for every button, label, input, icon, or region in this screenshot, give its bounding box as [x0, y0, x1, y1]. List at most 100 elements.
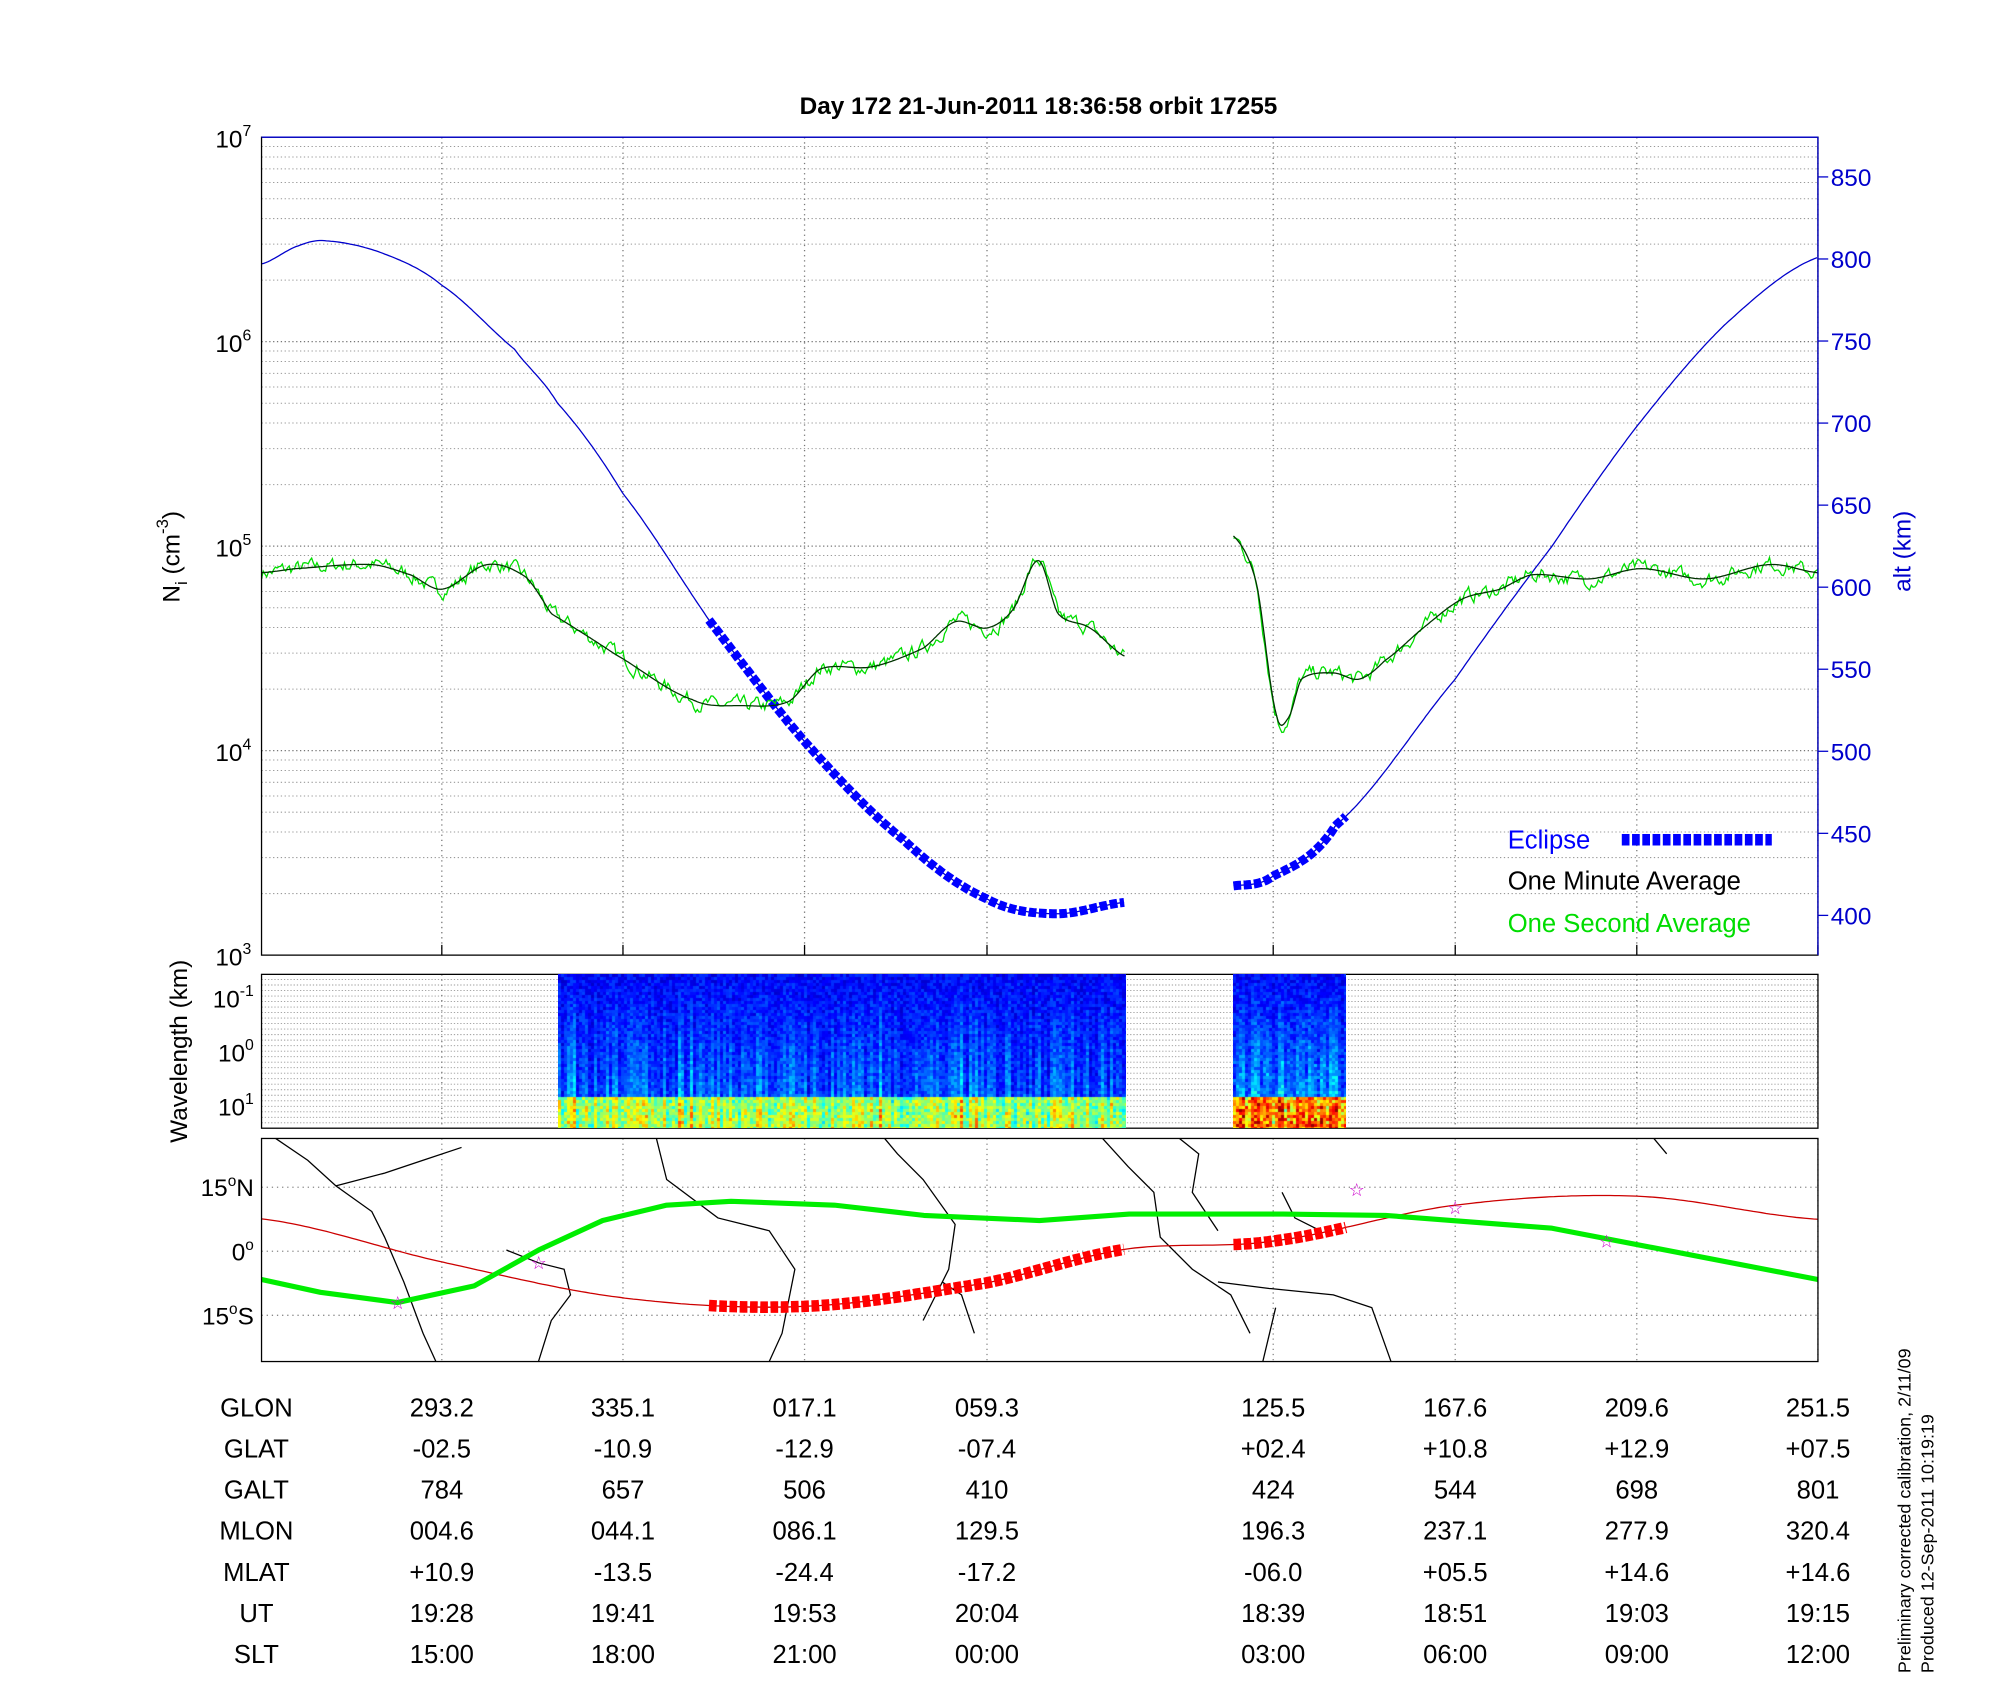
table-cell: 335.1 — [591, 1395, 655, 1423]
alt-tick-label: 500 — [1831, 739, 1872, 766]
one-minute-average-line — [1232, 535, 1818, 727]
table-cell: +02.4 — [1241, 1436, 1306, 1464]
table-cell: -07.4 — [958, 1436, 1016, 1464]
table-cell: 125.5 — [1241, 1395, 1305, 1423]
star-marker-icon: ☆ — [390, 1293, 406, 1313]
map-area — [261, 1138, 1818, 1362]
table-cell: 059.3 — [955, 1395, 1019, 1423]
table-cell: 251.5 — [1786, 1395, 1850, 1423]
coastline — [1281, 1192, 1321, 1232]
table-cell: 424 — [1252, 1477, 1295, 1505]
dip-equator-line — [260, 1198, 1819, 1306]
coastline — [1217, 1281, 1392, 1362]
table-cell: 21:00 — [772, 1641, 836, 1669]
coastline — [1102, 1138, 1251, 1334]
table-row-label: MLON — [219, 1518, 293, 1546]
table-cell: 209.6 — [1605, 1395, 1669, 1423]
table-cell: 237.1 — [1423, 1518, 1487, 1546]
table-cell: 18:39 — [1241, 1600, 1305, 1628]
spectrogram-tick-label: 100 — [218, 1037, 254, 1068]
table-cell: 03:00 — [1241, 1641, 1305, 1669]
table-cell: 004.6 — [410, 1518, 474, 1546]
table-cell: +07.5 — [1786, 1436, 1851, 1464]
table-cell: +10.9 — [409, 1559, 474, 1587]
alt-tick-label: 700 — [1831, 411, 1872, 438]
alt-tick-label: 450 — [1831, 821, 1872, 848]
one-minute-average-line — [261, 559, 1125, 707]
table-cell: 09:00 — [1605, 1641, 1669, 1669]
table-cell: +05.5 — [1423, 1559, 1488, 1587]
table-cell: 00:00 — [955, 1641, 1019, 1669]
y-axis-label: Ni (cm-3) — [153, 511, 191, 603]
coastline — [655, 1138, 796, 1362]
table-row-label: UT — [239, 1600, 274, 1628]
table-cell: 19:28 — [410, 1600, 474, 1628]
table-cell: 129.5 — [955, 1518, 1019, 1546]
table-cell: 506 — [783, 1477, 826, 1505]
table-cell: -17.2 — [958, 1559, 1016, 1587]
coastline — [506, 1249, 572, 1362]
table-cell: 15:00 — [410, 1641, 474, 1669]
coastline — [884, 1138, 956, 1321]
altitude-line — [261, 239, 1125, 915]
star-marker-icon: ☆ — [1447, 1198, 1463, 1218]
side-note-calibration: Preliminary corrected calibration, 2/11/… — [1894, 1348, 1914, 1673]
table-cell: 086.1 — [772, 1518, 836, 1546]
alt-tick-label: 400 — [1831, 903, 1872, 930]
table-cell: -24.4 — [775, 1559, 833, 1587]
alt-tick-label: 750 — [1831, 329, 1872, 356]
density-altitude-panel: 103 104 105 106 107 400 450 500 550 600 650 700 750 8… — [153, 123, 1916, 971]
map-panel: 15oN 0o 15oS ☆ ☆ ☆ ☆ ☆ — [201, 1137, 1819, 1363]
table-cell: 017.1 — [772, 1395, 836, 1423]
table-cell: 544 — [1434, 1477, 1477, 1505]
wavelength-axis-label: Wavelength (km) — [166, 960, 193, 1143]
table-row-label: GLAT — [224, 1436, 289, 1464]
eclipse-track — [708, 1243, 1126, 1313]
spectrogram-tick-label: 101 — [218, 1091, 254, 1122]
alt-axis-label: alt (km) — [1889, 511, 1916, 592]
table-cell: -13.5 — [594, 1559, 652, 1587]
spectrogram-heatmap-1 — [557, 974, 1126, 1129]
table-cell: 784 — [420, 1477, 463, 1505]
table-cell: 320.4 — [1786, 1518, 1850, 1546]
lat-tick-label: 15oN — [201, 1173, 254, 1202]
chart-title: Day 172 21-Jun-2011 18:36:58 orbit 17255 — [800, 93, 1278, 120]
table-cell: 18:51 — [1423, 1600, 1487, 1628]
alt-tick-label: 650 — [1831, 493, 1872, 520]
star-marker-icon: ☆ — [531, 1253, 547, 1273]
lat-tick-label: 0o — [232, 1237, 254, 1266]
star-marker-icon: ☆ — [1349, 1180, 1365, 1200]
table-cell: 06:00 — [1423, 1641, 1487, 1669]
table-row-label: GALT — [224, 1477, 289, 1505]
map-frame — [260, 1137, 1819, 1363]
eclipse-track — [1233, 1221, 1348, 1251]
star-marker-icon: ☆ — [1598, 1231, 1614, 1251]
coastline — [335, 1146, 462, 1187]
table-cell: +14.6 — [1604, 1559, 1669, 1587]
table-cell: -10.9 — [594, 1436, 652, 1464]
alt-tick-label: 850 — [1831, 165, 1872, 192]
coastline — [1653, 1138, 1668, 1155]
table-cell: 277.9 — [1605, 1518, 1669, 1546]
alt-tick-label: 600 — [1831, 575, 1872, 602]
table-cell: 12:00 — [1786, 1641, 1850, 1669]
table-cell: -12.9 — [775, 1436, 833, 1464]
table-cell: +12.9 — [1604, 1436, 1669, 1464]
table-cell: 044.1 — [591, 1518, 655, 1546]
table-cell: 657 — [602, 1477, 645, 1505]
legend-eclipse-label: Eclipse — [1508, 827, 1591, 855]
legend-second-label: One Second Average — [1508, 910, 1751, 938]
table-cell: 801 — [1797, 1477, 1840, 1505]
y-tick-label: 103 — [215, 941, 251, 972]
one-second-average-line — [1233, 537, 1819, 734]
table-cell: -02.5 — [413, 1436, 471, 1464]
coastline — [1262, 1307, 1277, 1362]
y-tick-label: 105 — [215, 532, 251, 563]
spectrogram-heatmap-2 — [1233, 974, 1347, 1129]
ephemeris-table: GLON 293.2 335.1 017.1 059.3 125.5 167.6 209.6 2… — [219, 1395, 1850, 1669]
table-cell: +10.8 — [1423, 1436, 1488, 1464]
y-tick-label: 107 — [215, 123, 251, 154]
coastline — [275, 1137, 437, 1362]
table-cell: 18:00 — [591, 1641, 655, 1669]
